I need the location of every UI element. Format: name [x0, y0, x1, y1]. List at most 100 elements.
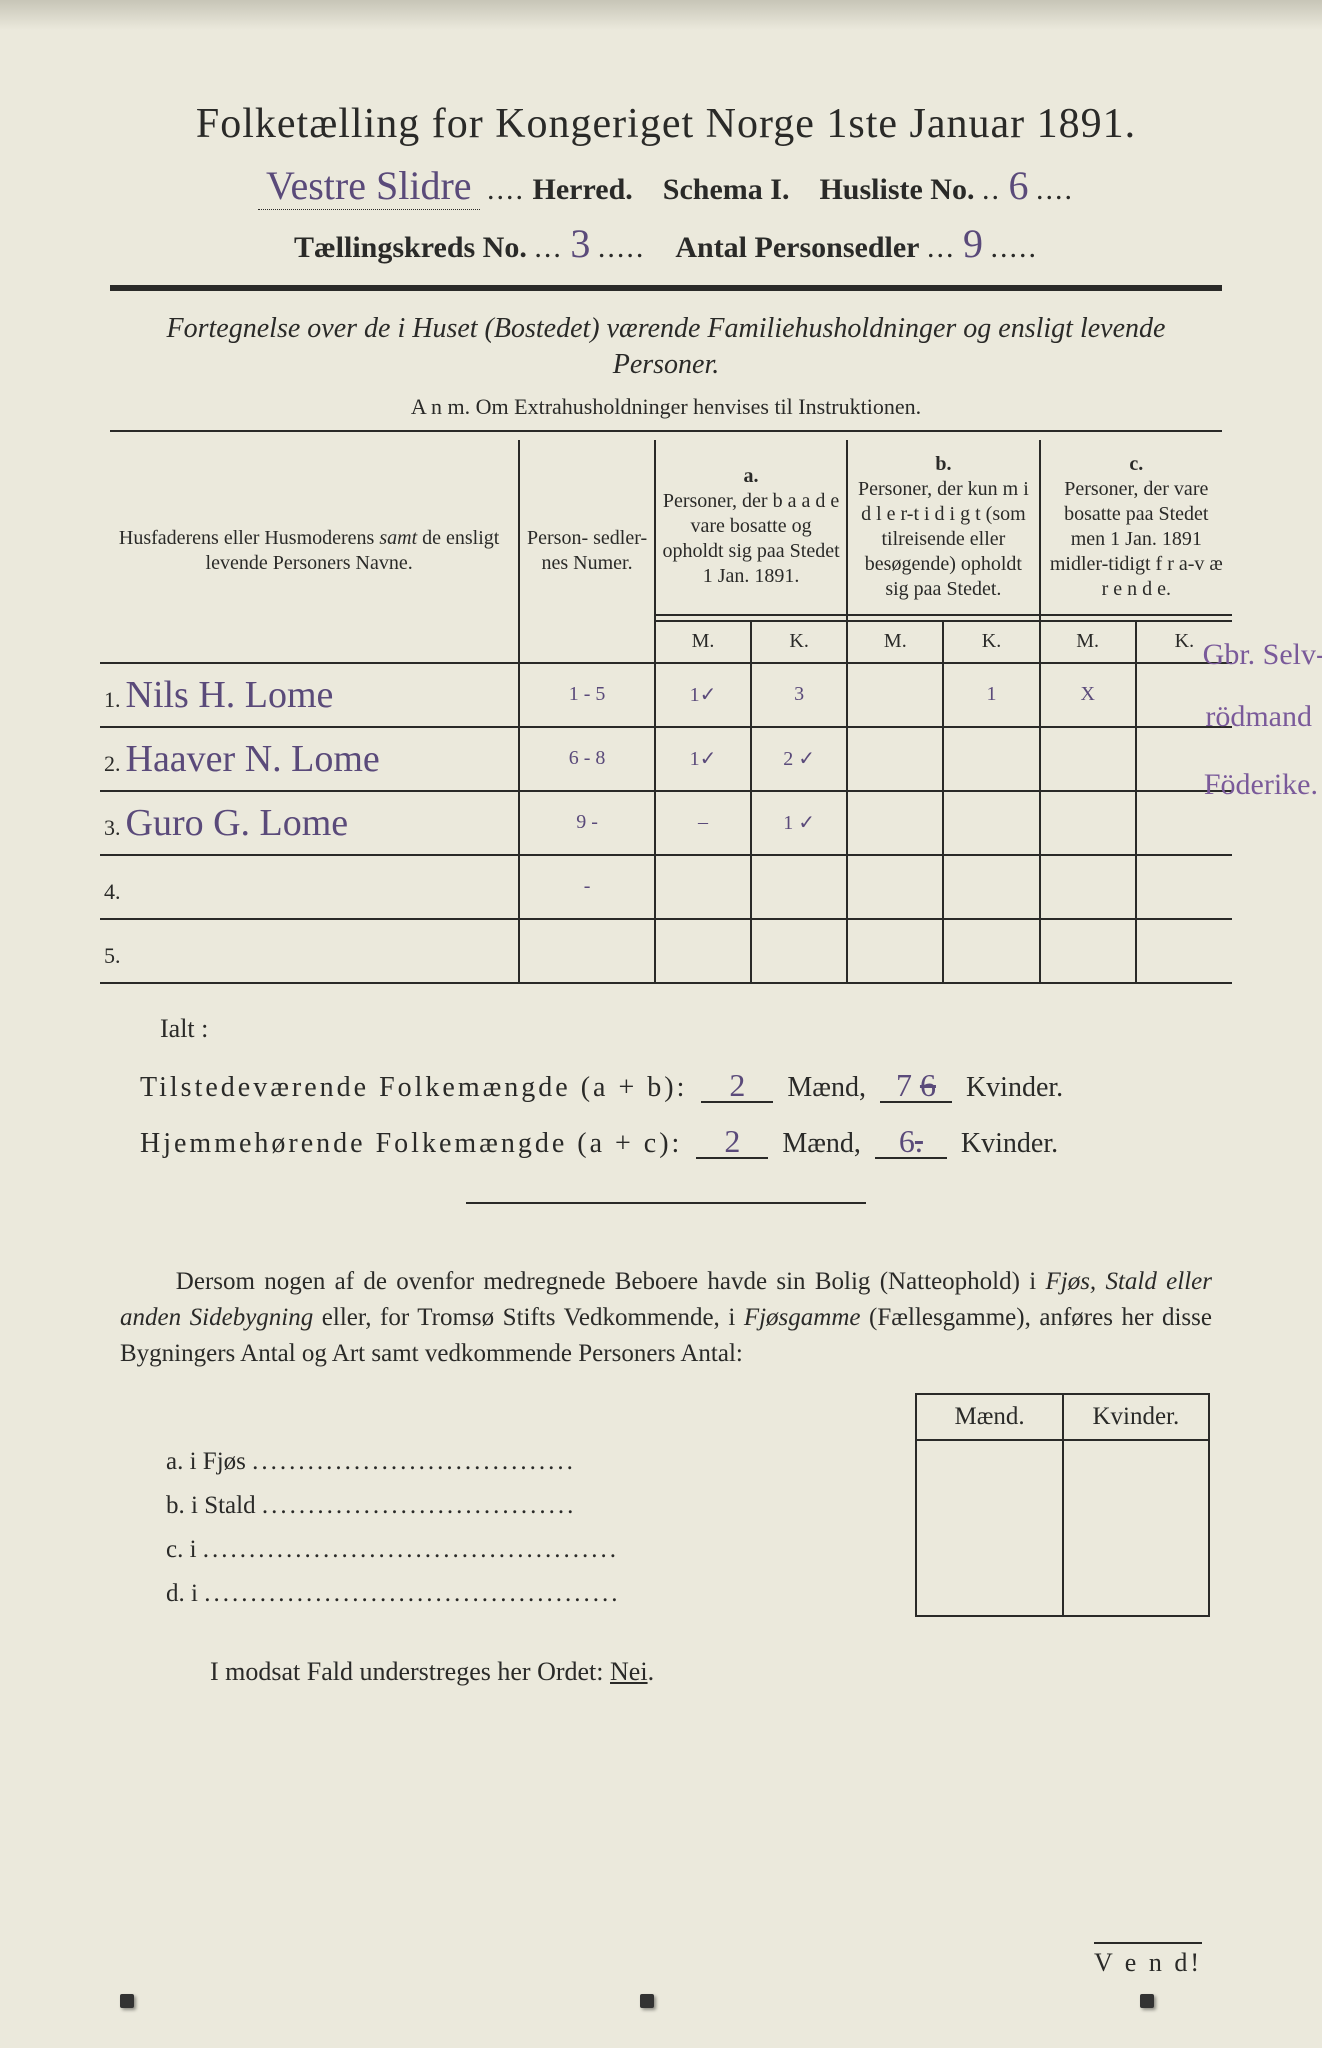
col-b-label: b. Personer, der kun m i d l e r-t i d i … — [847, 440, 1039, 615]
side-row-label: b. i Stald .............................… — [160, 1484, 916, 1528]
col-a-m: M. — [655, 621, 751, 663]
row-aM: 1✓ — [655, 663, 751, 727]
row-bM — [847, 919, 943, 983]
hjemme-label: Hjemmehørende Folkemængde (a + c): — [140, 1128, 682, 1159]
row-bK — [943, 727, 1039, 791]
hjemme-maend: 2 — [696, 1125, 768, 1159]
totals-line-2: Hjemmehørende Folkemængde (a + c): 2 Mæn… — [140, 1116, 1232, 1172]
row-name-cell: 2. Haaver N. Lome — [100, 727, 519, 791]
pin-icon — [640, 1994, 654, 2008]
nei-text: I modsat Fald understreges her Ordet: Ne… — [210, 1657, 654, 1686]
antal-label: Antal Personsedler — [675, 231, 919, 264]
hjemme-kvinder: 6. — [875, 1125, 947, 1159]
row-name-cell: 5. — [100, 919, 519, 983]
row-cM: X — [1040, 663, 1136, 727]
side-maend-header: Mænd. — [916, 1394, 1062, 1440]
census-form-page: Folketælling for Kongeriget Norge 1ste J… — [0, 0, 1322, 2048]
side-row: b. i Stald .............................… — [160, 1484, 1209, 1528]
row-bM — [847, 727, 943, 791]
maend-label: Mænd, — [787, 1072, 866, 1103]
husliste-no: 6 — [1008, 162, 1028, 209]
table-row: 3. Guro G. Lome9 -–1 ✓ — [100, 791, 1232, 855]
table-row: 4. - — [100, 855, 1232, 919]
dots: .. — [982, 173, 1001, 206]
row-cM — [1040, 791, 1136, 855]
side-building-table: Mænd. Kvinder. a. i Fjøs ...............… — [160, 1393, 1210, 1617]
side-row-kvinder — [1063, 1484, 1209, 1528]
husliste-label: Husliste No. — [819, 173, 974, 206]
dots: .... — [487, 173, 525, 206]
row-name-cell: 3. Guro G. Lome — [100, 791, 519, 855]
row-name-cell: 4. — [100, 855, 519, 919]
herred-handwritten: Vestre Slidre — [258, 162, 480, 210]
totals-block: Tilstedeværende Folkemængde (a + b): 2 M… — [140, 1060, 1232, 1172]
row-aK — [751, 919, 847, 983]
totals-line-1: Tilstedeværende Folkemængde (a + b): 2 M… — [140, 1060, 1232, 1116]
page-shadow — [0, 0, 1322, 30]
dots: ... — [927, 231, 956, 264]
table-row: 2. Haaver N. Lome6 - 81✓2 ✓ — [100, 727, 1232, 791]
side-row-label: c. i ...................................… — [160, 1528, 916, 1572]
margin-note-2: rödmand — [1205, 700, 1312, 733]
row-aK: 3 — [751, 663, 847, 727]
row-bK — [943, 919, 1039, 983]
col-b-k: K. — [943, 621, 1039, 663]
row-cK — [1136, 855, 1232, 919]
side-building-paragraph: Dersom nogen af de ovenfor medregnede Be… — [120, 1264, 1212, 1373]
herred-label: Herred. — [533, 173, 633, 206]
vend-label: V e n d! — [1094, 1942, 1202, 1978]
tilstede-kvinder: 7 6 — [880, 1069, 952, 1103]
row-aM: – — [655, 791, 751, 855]
side-kvinder-header: Kvinder. — [1063, 1394, 1209, 1440]
row-num-cell: - — [519, 855, 655, 919]
col-c-m: M. — [1040, 621, 1136, 663]
col-numer-header: Person- sedler- nes Numer. — [519, 440, 655, 663]
row-cM — [1040, 727, 1136, 791]
col-names-header: Husfaderens eller Husmoderens samt de en… — [100, 440, 519, 663]
col-b-letter: b. — [935, 453, 951, 475]
kvinder-label: Kvinder. — [966, 1072, 1063, 1103]
dots: ..... — [990, 231, 1038, 264]
ialt-label: Ialt : — [160, 1014, 1232, 1044]
row-aK: 1 ✓ — [751, 791, 847, 855]
rule-thick — [110, 285, 1222, 291]
row-aK: 2 ✓ — [751, 727, 847, 791]
col-b-m: M. — [847, 621, 943, 663]
row-bM — [847, 663, 943, 727]
side-row-maend — [916, 1572, 1062, 1616]
header-line-2: Tællingskreds No. ... 3 ..... Antal Pers… — [100, 220, 1232, 267]
dots: ..... — [598, 231, 646, 264]
header-line-1: Vestre Slidre .... Herred. Schema I. Hus… — [100, 162, 1232, 210]
row-bK: 1 — [943, 663, 1039, 727]
col-a-text: Personer, der b a a d e vare bosatte og … — [662, 490, 839, 587]
row-bM — [847, 855, 943, 919]
anm-note: A n m. Om Extrahusholdninger henvises ti… — [100, 394, 1232, 420]
pin-icon — [120, 1994, 134, 2008]
side-row-label: d. i ...................................… — [160, 1572, 916, 1616]
margin-note-1: Gbr. Selv- — [1203, 638, 1322, 671]
kreds-label: Tællingskreds No. — [294, 231, 527, 264]
rule-thin — [110, 430, 1222, 432]
row-aM — [655, 919, 751, 983]
side-row-maend — [916, 1484, 1062, 1528]
dots: .... — [1036, 173, 1074, 206]
col-a-letter: a. — [744, 465, 759, 487]
side-row: d. i ...................................… — [160, 1572, 1209, 1616]
row-name-cell: 1. Nils H. Lome — [100, 663, 519, 727]
side-row-kvinder — [1063, 1440, 1209, 1484]
table-row: 5. — [100, 919, 1232, 983]
antal-no: 9 — [963, 220, 983, 267]
kreds-no: 3 — [570, 220, 590, 267]
row-num-cell — [519, 919, 655, 983]
col-c-letter: c. — [1129, 453, 1143, 475]
household-table: Husfaderens eller Husmoderens samt de en… — [100, 440, 1232, 984]
row-num-cell: 9 - — [519, 791, 655, 855]
row-num-cell: 6 - 8 — [519, 727, 655, 791]
side-row: c. i ...................................… — [160, 1528, 1209, 1572]
row-bM — [847, 791, 943, 855]
tilstede-label: Tilstedeværende Folkemængde (a + b): — [140, 1072, 687, 1103]
col-b-text: Personer, der kun m i d l e r-t i d i g … — [858, 478, 1029, 600]
form-title: Folketælling for Kongeriget Norge 1ste J… — [100, 100, 1232, 148]
row-cK — [1136, 919, 1232, 983]
row-aM — [655, 855, 751, 919]
